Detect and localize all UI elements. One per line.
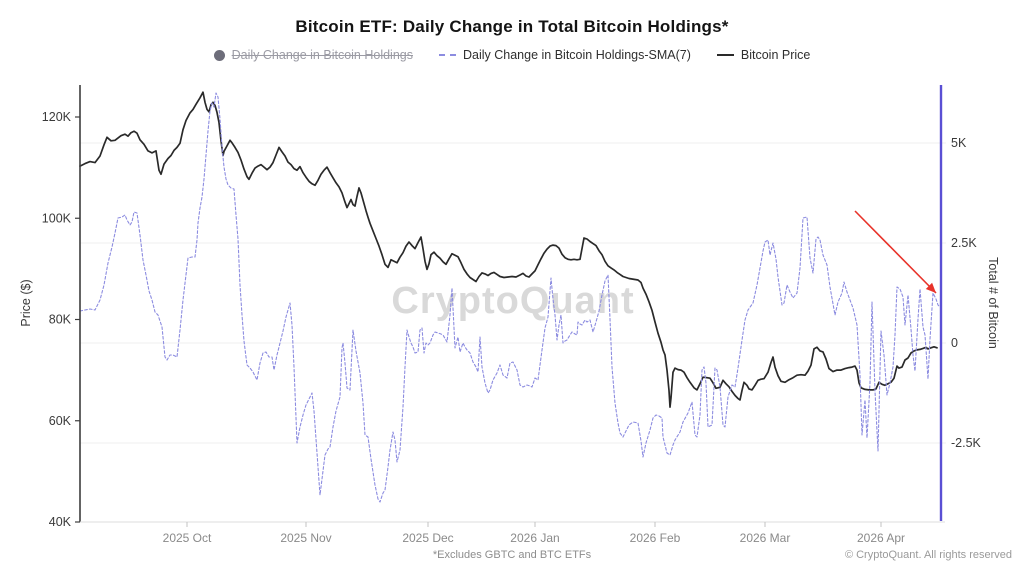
series-line-daily-change-in-bitcoin-holdings-sma-7- (79, 92, 941, 503)
right-axis-ticks: 5K 2.5K 0 -2.5K (951, 136, 982, 450)
circle-marker-icon (213, 49, 225, 61)
trend-arrow-line (854, 210, 937, 294)
x-tick-label: 2026 Feb (630, 531, 681, 545)
x-tick-label: 2025 Oct (163, 531, 212, 545)
left-tick-label: 80K (49, 313, 72, 327)
annotations (854, 85, 943, 521)
x-tick-label: 2026 Apr (857, 531, 905, 545)
legend: Daily Change in Bitcoin Holdings Daily Ch… (0, 48, 1024, 62)
solid-marker-icon (716, 54, 734, 56)
x-axis-ticks: 2025 Oct 2025 Nov 2025 Dec 2026 Jan 2026 Feb… (163, 522, 905, 545)
right-tick-label: 2.5K (951, 236, 977, 250)
footnote: *Excludes GBTC and BTC ETFs (432, 549, 592, 561)
legend-item-1[interactable]: Daily Change in Bitcoin Holdings (213, 48, 413, 62)
x-tick-label: 2025 Dec (402, 531, 453, 545)
left-axis-ticks: 120K 100K 80K 60K 40K (42, 110, 80, 529)
legend-item-3[interactable]: Bitcoin Price (716, 48, 811, 62)
x-tick-label: 2026 Mar (740, 531, 791, 545)
legend-label: Daily Change in Bitcoin Holdings (231, 48, 413, 62)
right-axis-title: Total # of Bitcoin (986, 257, 1000, 349)
series-line-bitcoin-price (79, 91, 938, 408)
left-tick-label: 100K (42, 211, 72, 225)
legend-label: Bitcoin Price (740, 48, 811, 62)
left-tick-label: 120K (42, 110, 72, 124)
gridlines (80, 142, 946, 444)
dash-marker-icon (439, 54, 456, 56)
copyright-notice: © CryptoQuant. All rights reserved (844, 549, 1012, 561)
page-title: Bitcoin ETF: Daily Change in Total Bitco… (295, 17, 729, 36)
data-series (79, 91, 941, 503)
x-tick-label: 2025 Nov (280, 531, 331, 545)
right-tick-label: -2.5K (951, 436, 982, 450)
trend-arrow-head-icon (925, 282, 936, 293)
right-tick-label: 0 (951, 336, 958, 350)
left-tick-label: 60K (49, 414, 72, 428)
legend-label: Daily Change in Bitcoin Holdings-SMA(7) (463, 48, 691, 62)
left-tick-label: 40K (49, 515, 72, 529)
x-tick-label: 2026 Jan (510, 531, 559, 545)
legend-item-2[interactable]: Daily Change in Bitcoin Holdings-SMA(7) (439, 48, 691, 62)
right-tick-label: 5K (951, 136, 967, 150)
watermark: CryptoQuant (391, 280, 634, 322)
left-axis-title: Price ($) (19, 279, 33, 326)
